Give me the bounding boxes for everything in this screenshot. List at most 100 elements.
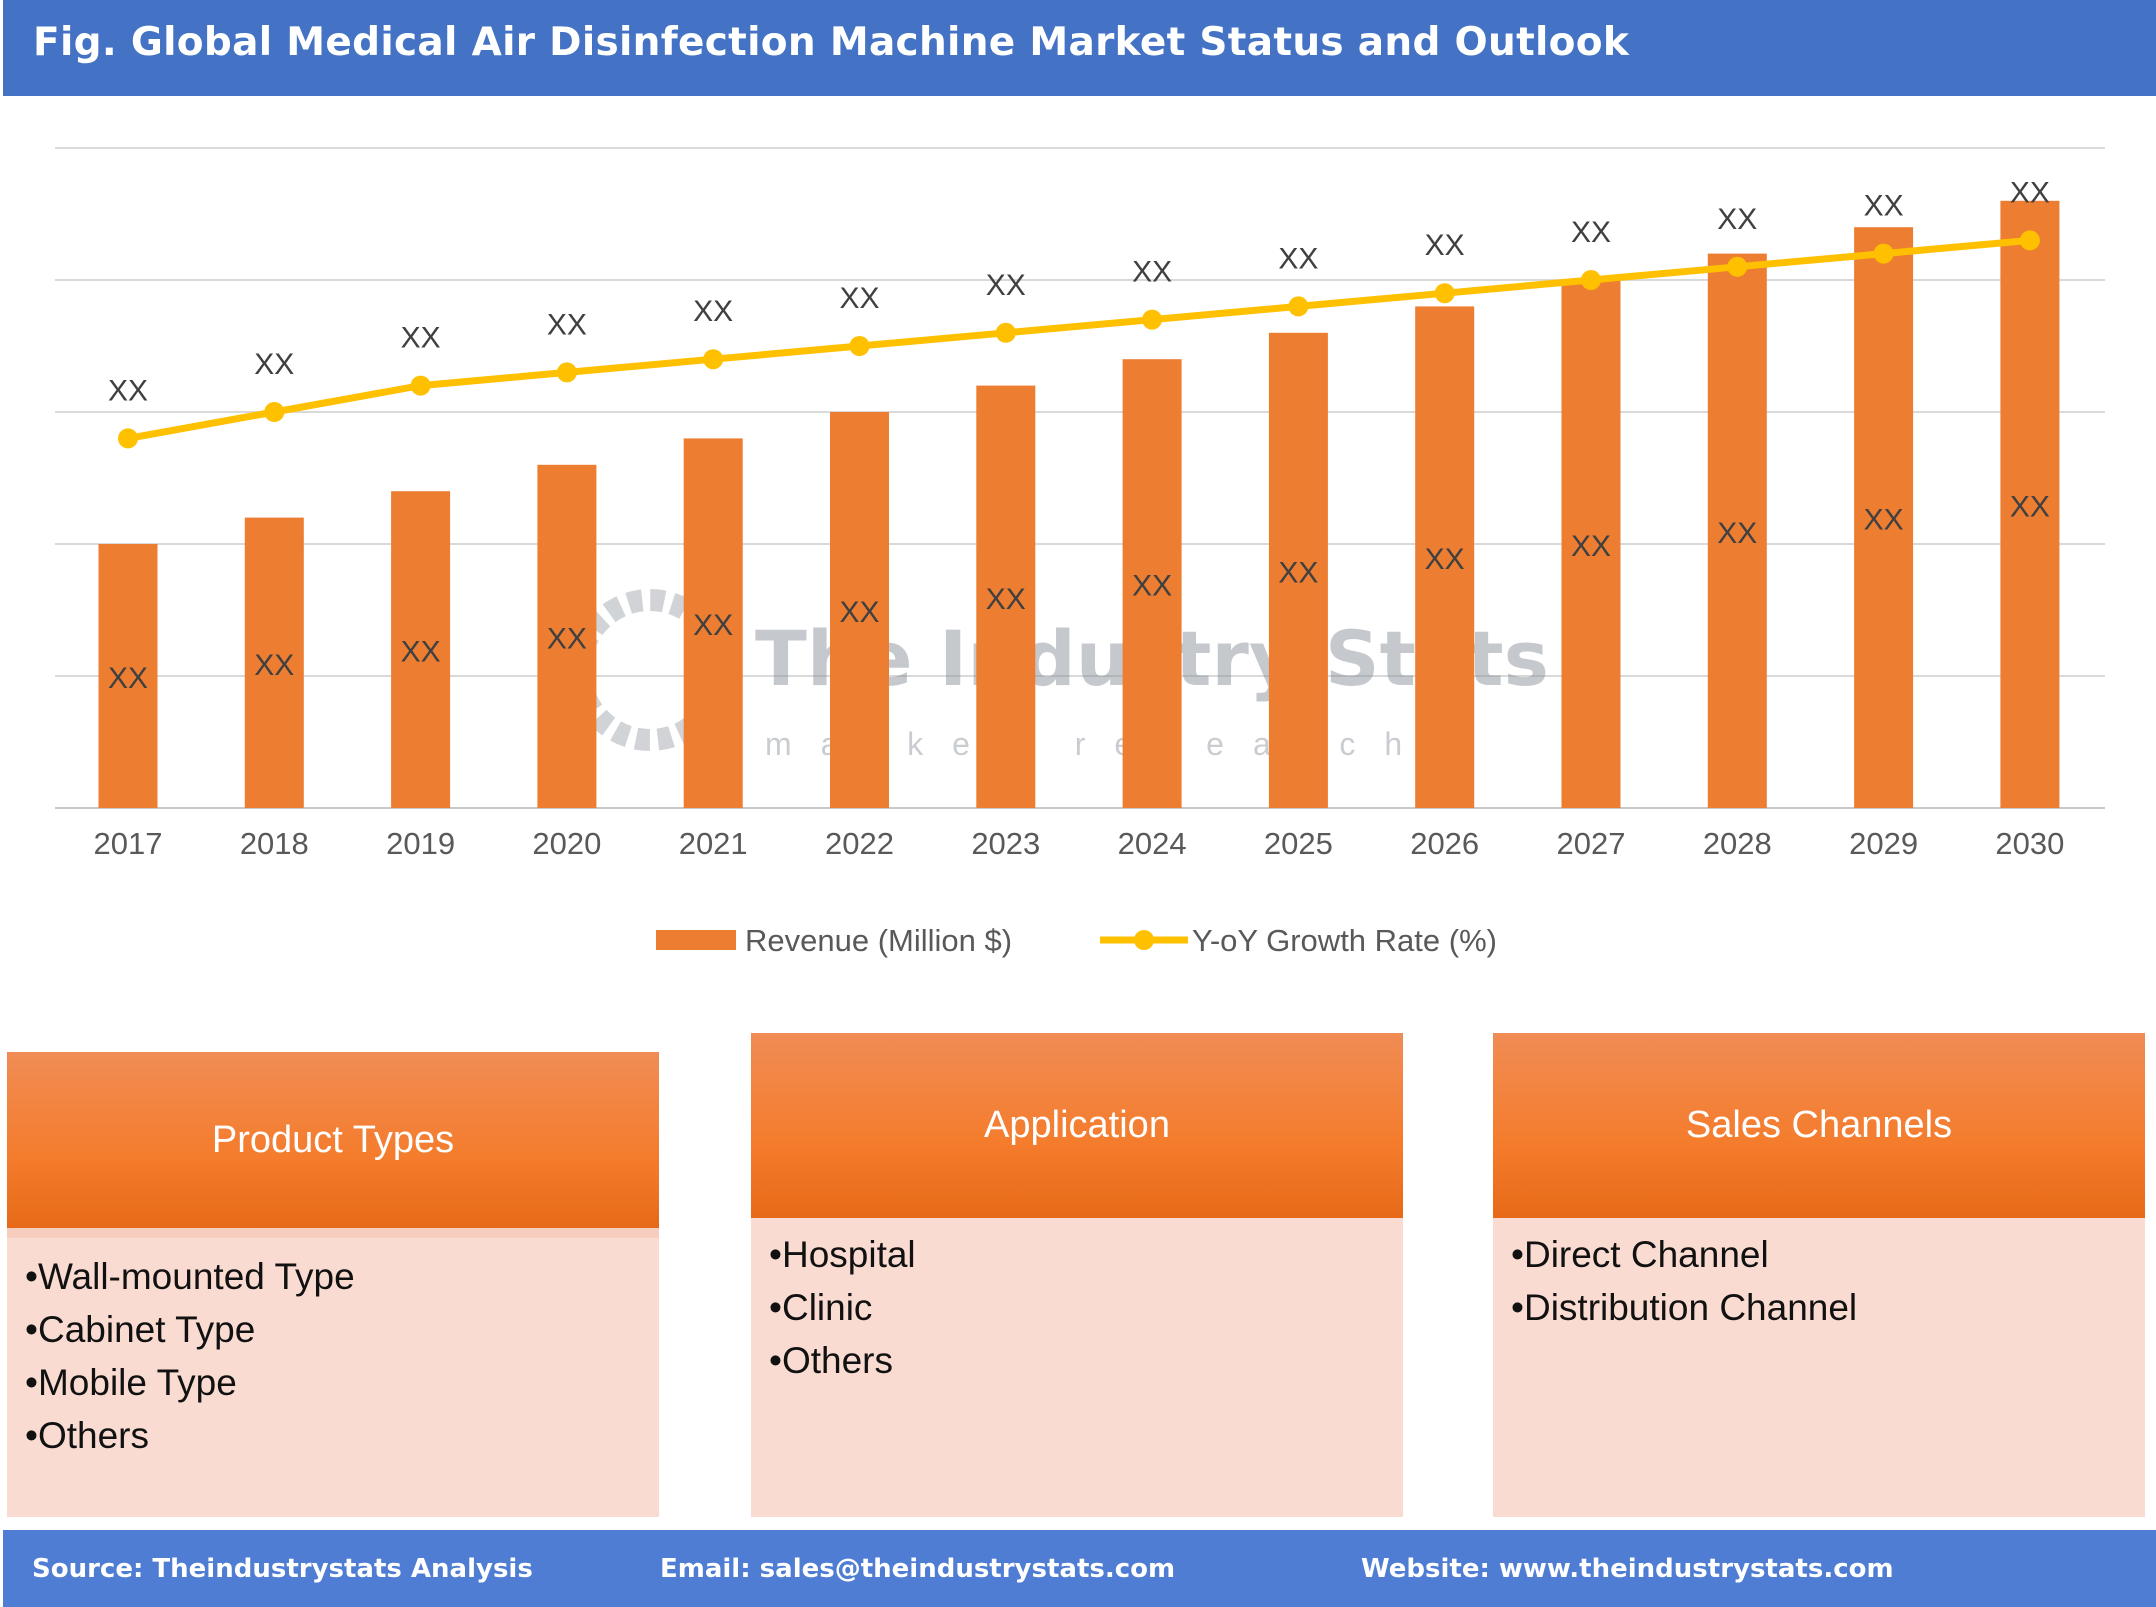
x-tick-label: 2023 [971,826,1040,861]
revenue-bar [830,412,889,808]
segment-list: •Direct Channel •Distribution Channel [1493,1218,2145,1517]
growth-rate-point [264,402,285,422]
bar-data-label: XX [1717,517,1757,550]
revenue-bar [537,464,597,808]
bar-data-label: XX [401,636,441,669]
revenue-bar [2000,200,2060,809]
revenue-bar [1707,253,1767,809]
growth-rate-point [1288,296,1309,317]
line-data-label: XX [693,295,733,328]
growth-rate-point [1581,270,1601,290]
line-data-label: XX [1278,242,1318,275]
revenue-bar [683,438,743,808]
line-data-label: XX [1425,229,1465,262]
legend-growth-label: Y-oY Growth Rate (%) [1192,923,1497,958]
growth-rate-line [127,236,2031,442]
segment-item: •Others [769,1340,894,1381]
x-tick-label: 2020 [532,826,601,861]
segment-title: Application [751,1033,1403,1218]
bar-data-label: XX [1425,543,1465,576]
x-tick-label: 2022 [825,826,894,861]
x-tick-label: 2029 [1849,826,1918,861]
line-data-label: XX [547,308,587,341]
legend-revenue-label: Revenue (Million $) [745,923,1012,958]
legend-revenue-swatch [656,930,736,950]
x-tick-label: 2021 [679,826,748,861]
x-tick-label: 2027 [1557,826,1626,861]
segment-item: •Direct Channel [1511,1234,1769,1275]
bar-data-label: XX [986,583,1026,616]
bar-data-label: XX [1864,504,1904,537]
segment-item: •Hospital [769,1234,916,1275]
segment-list: •Wall-mounted Type •Cabinet Type •Mobile T… [7,1228,659,1517]
footer: Source: Theindustrystats Analysis Email:… [3,1530,2156,1607]
footer-source: Source: Theindustrystats Analysis [32,1554,533,1584]
revenue-bar [976,385,1036,808]
footer-email[interactable]: Email: sales@theindustrystats.com [660,1554,1176,1584]
segment-item: •Others [25,1415,150,1456]
revenue-bar [1854,227,1914,808]
bar-data-label: XX [693,609,733,642]
x-tick-label: 2017 [94,826,163,861]
line-data-label: XX [986,269,1026,302]
chart: The Industry Statsmarket researchXX2017X… [55,147,2105,958]
x-tick-label: 2030 [1995,826,2064,861]
segment-title: Sales Channels [1493,1033,2145,1218]
revenue-bar [1268,332,1328,808]
segment-title: Product Types [7,1052,659,1228]
bar-data-label: XX [1132,570,1172,603]
revenue-bar [1415,306,1475,808]
segment-item: •Wall-mounted Type [25,1256,355,1297]
page-title: Fig. Global Medical Air Disinfection Mac… [33,20,1630,65]
footer-website[interactable]: Website: www.theindustrystats.com [1361,1554,1894,1584]
bar-data-label: XX [2010,490,2050,523]
segment-item: •Distribution Channel [1511,1287,1858,1328]
bar-data-label: XX [547,622,587,655]
growth-rate-point [410,375,431,396]
growth-rate-point [2019,230,2040,251]
segment-box-application: Application •Hospital •Clinic •Others [751,1033,1403,1517]
revenue-bar [1122,359,1182,808]
bar-data-label: XX [839,596,879,629]
bar-data-label: XX [108,662,148,695]
line-data-label: XX [108,374,148,407]
segment-item: •Cabinet Type [25,1309,256,1350]
line-data-label: XX [839,282,879,315]
bar-data-label: XX [1571,530,1611,563]
growth-rate-point [556,362,577,383]
segment-list: •Hospital •Clinic •Others [751,1218,1403,1517]
x-tick-label: 2025 [1264,826,1333,861]
segment-box-product-types: Product Types •Wall-mounted Type •Cabinet … [7,1052,659,1517]
growth-rate-point [1873,243,1894,264]
segment-item: •Mobile Type [25,1362,237,1403]
line-data-label: XX [2010,176,2050,209]
segment-box-sales-channels: Sales Channels •Direct Channel •Distributi… [1493,1033,2145,1517]
bar-data-label: XX [254,649,294,682]
title-bar: Fig. Global Medical Air Disinfection Mac… [3,0,2156,96]
segment-item: •Clinic [769,1287,873,1328]
bar-data-label: XX [1278,556,1318,589]
growth-rate-point [118,428,138,449]
legend-growth-marker [1134,930,1154,950]
line-data-label: XX [254,348,294,381]
revenue-bar [1561,280,1621,808]
line-data-label: XX [1864,190,1904,223]
line-data-label: XX [1717,203,1757,236]
x-tick-label: 2024 [1118,826,1187,861]
growth-rate-point [1727,256,1748,277]
growth-rate-point [849,336,870,356]
x-tick-label: 2019 [386,826,455,861]
growth-rate-point [1142,309,1163,330]
revenue-bar [244,517,304,808]
line-data-label: XX [1132,256,1172,289]
revenue-bar [391,491,451,808]
line-data-label: XX [1571,216,1611,249]
growth-rate-point [1434,283,1455,304]
revenue-bar [98,544,158,808]
x-tick-label: 2028 [1703,826,1772,861]
growth-rate-point [703,349,724,370]
x-tick-label: 2026 [1410,826,1479,861]
growth-rate-point [995,322,1016,343]
line-data-label: XX [401,322,441,355]
x-tick-label: 2018 [240,826,309,861]
